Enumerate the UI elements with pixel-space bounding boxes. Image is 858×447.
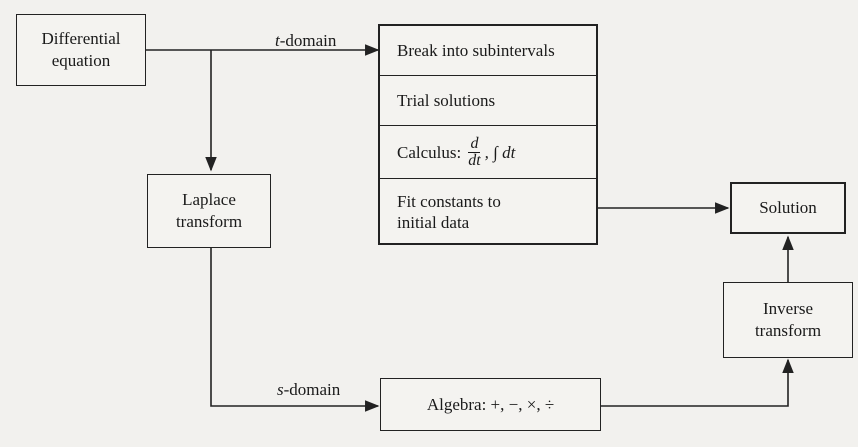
node-solution: Solution: [730, 182, 846, 234]
t-domain-process-stack: Break into subintervals Trial solutions …: [378, 24, 598, 245]
derivative-fraction: d dt: [468, 134, 481, 169]
node-label: Differential equation: [41, 29, 121, 70]
step-fit-constants: Fit constants to initial data: [380, 178, 596, 245]
step-calculus: Calculus: d dt , ∫ dt: [380, 125, 596, 178]
node-inverse-transform: Inverse transform: [723, 282, 853, 358]
node-algebra: Algebra: +, −, ×, ÷: [380, 378, 601, 431]
t-domain-label: t-domain: [275, 31, 337, 50]
s-domain-label: s-domain: [277, 380, 341, 399]
node-label: Inverse transform: [754, 299, 822, 340]
node-label: Solution: [759, 198, 817, 217]
calculus-prefix: Calculus:: [397, 142, 462, 162]
node-label: Algebra: +, −, ×, ÷: [426, 394, 555, 414]
integral-term: , ∫ dt: [484, 142, 516, 162]
arrow-algebra-to-inverse: [601, 358, 794, 407]
step-trial-solutions: Trial solutions: [380, 75, 596, 125]
node-laplace-transform: Laplace transform: [147, 174, 271, 248]
step-break-subintervals: Break into subintervals: [397, 41, 555, 60]
node-label: Laplace transform: [175, 190, 243, 231]
arrow-laplace-to-algebra: [210, 248, 380, 412]
node-differential-equation: Differential equation: [16, 14, 146, 86]
